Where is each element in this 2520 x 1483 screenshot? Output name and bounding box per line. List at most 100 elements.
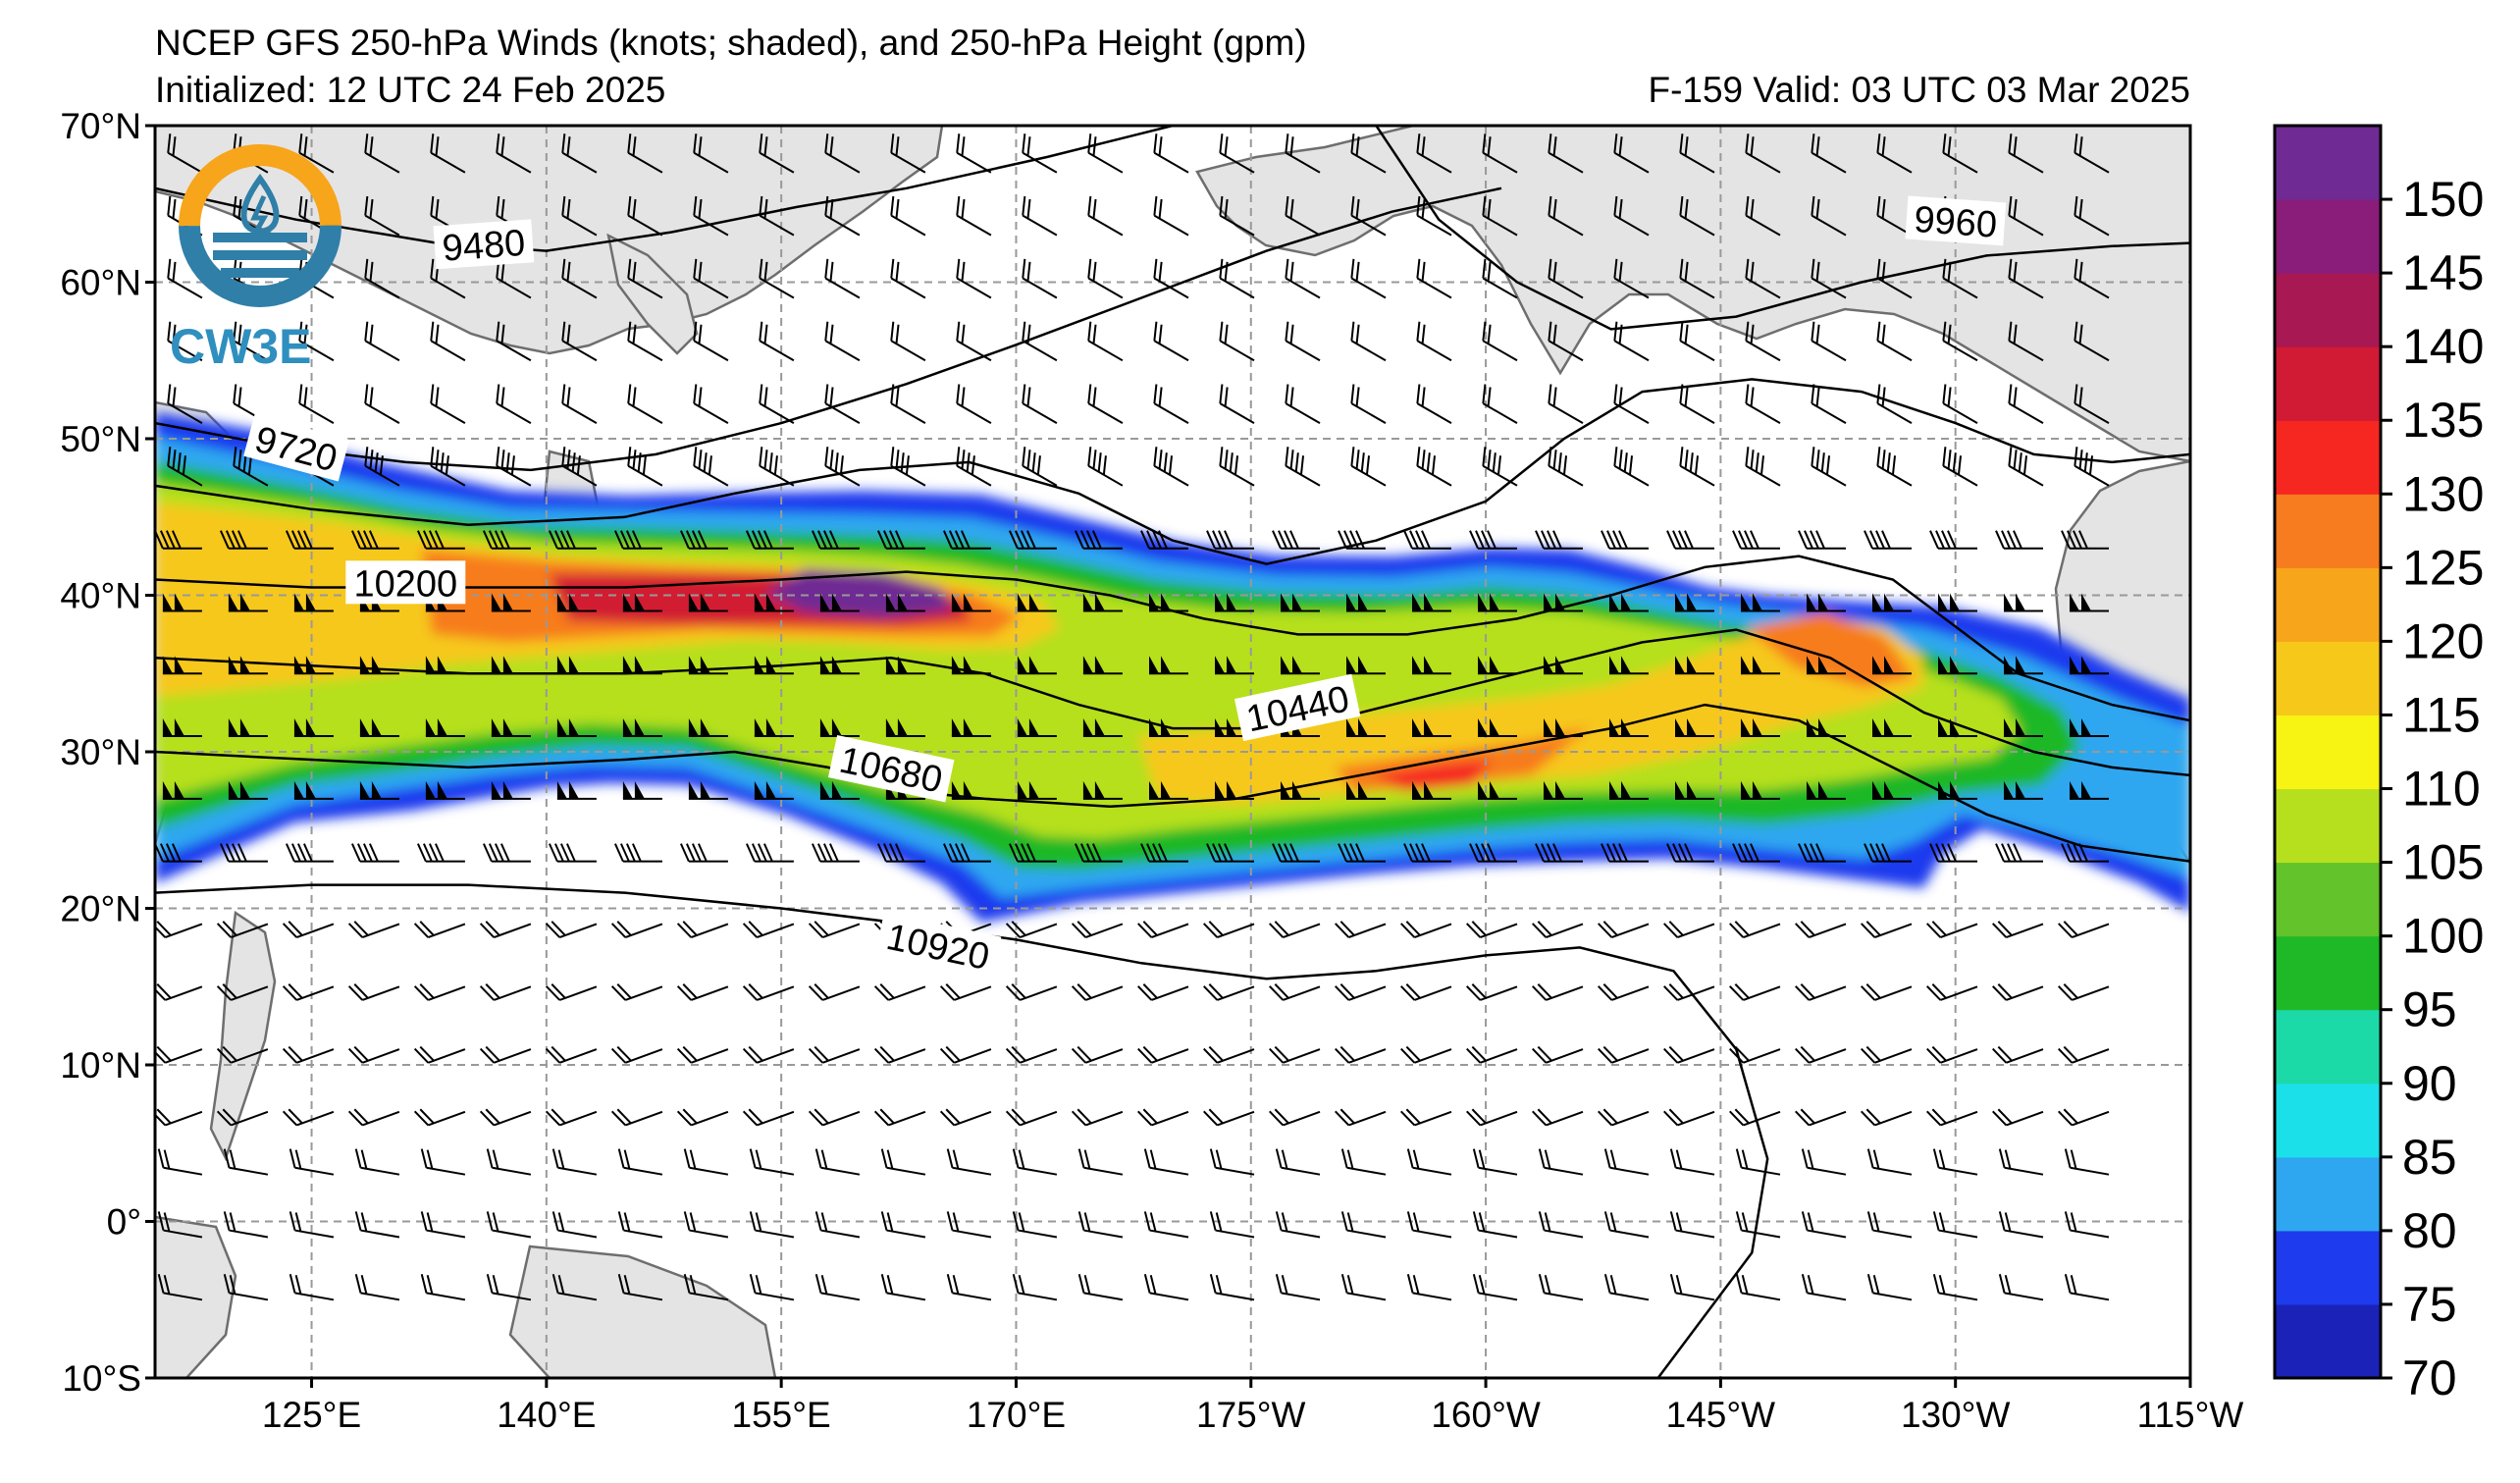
- wind-barb: [1203, 983, 1255, 1001]
- wind-barb: [679, 530, 728, 550]
- wind-barb: [545, 1108, 598, 1127]
- wind-barb: [167, 384, 203, 424]
- lon-tick-label: 115°W: [2137, 1395, 2244, 1435]
- wind-barb: [1087, 133, 1124, 174]
- wind-barb: [1807, 593, 1846, 612]
- wind-barb: [1077, 1148, 1124, 1176]
- lat-tick-label: 50°N: [60, 419, 141, 459]
- wind-barb: [1017, 593, 1057, 612]
- wind-barb: [282, 1045, 335, 1064]
- wind-barb: [754, 593, 794, 612]
- wind-barb: [155, 921, 203, 939]
- wind-barb: [1609, 780, 1649, 800]
- wind-barb: [1275, 1148, 1321, 1176]
- wind-barb: [2074, 321, 2110, 362]
- wind-barb: [479, 921, 532, 939]
- wind-barb: [1077, 1273, 1124, 1301]
- wind-barb: [754, 718, 794, 737]
- wind-barb: [1675, 780, 1714, 800]
- wind-barb: [1609, 718, 1649, 737]
- wind-barb: [1669, 1273, 1715, 1301]
- wind-barb: [627, 258, 663, 299]
- wind-barb: [939, 983, 992, 1001]
- wind-barb: [1022, 384, 1058, 424]
- wind-barb: [551, 1148, 598, 1176]
- colorbar-label: 125: [2402, 540, 2484, 595]
- wind-barb: [1466, 983, 1518, 1001]
- wind-barb: [1149, 780, 1188, 800]
- wind-barb: [1087, 258, 1124, 299]
- wind-barb: [1795, 1108, 1847, 1127]
- colorbar-swatch: [2275, 715, 2381, 790]
- wind-barb: [2008, 133, 2044, 174]
- wind-barb: [1663, 983, 1715, 1001]
- wind-barb: [1206, 530, 1254, 550]
- wind-barb: [1466, 1045, 1518, 1064]
- wind-barb: [167, 258, 203, 299]
- wind-barb: [1472, 1273, 1518, 1301]
- wind-barb: [1350, 195, 1387, 237]
- wind-barb: [742, 1045, 795, 1064]
- wind-barb: [808, 921, 861, 939]
- wind-barb: [1613, 447, 1650, 487]
- wind-barb: [561, 258, 598, 299]
- wind-barb: [1732, 843, 1780, 863]
- colorbar-swatch: [2275, 1083, 2381, 1158]
- wind-barb: [1741, 656, 1780, 675]
- wind-barb: [1285, 258, 1321, 299]
- colorbar-label: 95: [2402, 982, 2457, 1037]
- wind-barb: [951, 780, 991, 800]
- lon-tick-label: 155°E: [732, 1395, 831, 1435]
- wind-barb: [1153, 447, 1189, 487]
- wind-barb: [1992, 921, 2044, 939]
- height-contour-10920-7: [155, 883, 1769, 1378]
- wind-barb: [1017, 656, 1057, 675]
- wind-barb: [1012, 1211, 1058, 1239]
- wind-barb: [359, 780, 399, 800]
- wind-barb: [2061, 843, 2109, 863]
- wind-barb: [1143, 1211, 1189, 1239]
- jet-band-130kt-ne: [1747, 612, 1914, 687]
- wind-barb: [1942, 258, 1978, 299]
- wind-barb: [223, 1148, 269, 1176]
- wind-barb: [1482, 133, 1518, 174]
- wind-barb: [1801, 1211, 1847, 1239]
- wind-barb: [1482, 384, 1518, 424]
- wind-barb: [545, 921, 598, 939]
- wind-barb: [425, 780, 465, 800]
- grid-lines: [155, 126, 2190, 1378]
- wind-barb: [1675, 593, 1714, 612]
- wind-barb: [1609, 593, 1649, 612]
- drop-icon: [240, 173, 280, 236]
- wind-barb: [289, 1273, 335, 1301]
- wind-barb: [1745, 321, 1781, 362]
- wind-barb: [1340, 1211, 1387, 1239]
- wind-barb: [1942, 321, 1978, 362]
- wind-barb: [1478, 718, 1517, 737]
- wind-barb: [1679, 384, 1715, 424]
- wind-barb: [420, 1148, 466, 1176]
- wind-barb: [1416, 133, 1452, 174]
- philippines-land: [209, 910, 277, 1162]
- height-contour-9720-1: [155, 186, 1502, 472]
- wind-barb: [1350, 321, 1387, 362]
- wind-barb: [808, 1045, 861, 1064]
- wind-barb: [1872, 593, 1912, 612]
- wind-barb: [1143, 1148, 1189, 1176]
- wind-barb: [545, 1045, 598, 1064]
- wind-barb: [1215, 593, 1254, 612]
- wind-barb: [1335, 1108, 1387, 1127]
- wind-barb: [885, 656, 925, 675]
- wind-barb: [808, 1108, 861, 1127]
- wind-barb: [1535, 843, 1583, 863]
- contour-label-9960: 9960: [1905, 195, 2007, 246]
- wind-barb: [491, 780, 531, 800]
- wind-barb: [1876, 321, 1913, 362]
- wind-barb: [1335, 921, 1387, 939]
- wind-barb: [1137, 1108, 1189, 1127]
- wind-barb: [693, 133, 729, 174]
- wind-barb: [811, 530, 860, 550]
- wind-barb: [430, 321, 466, 362]
- wind-barb: [1998, 1148, 2044, 1176]
